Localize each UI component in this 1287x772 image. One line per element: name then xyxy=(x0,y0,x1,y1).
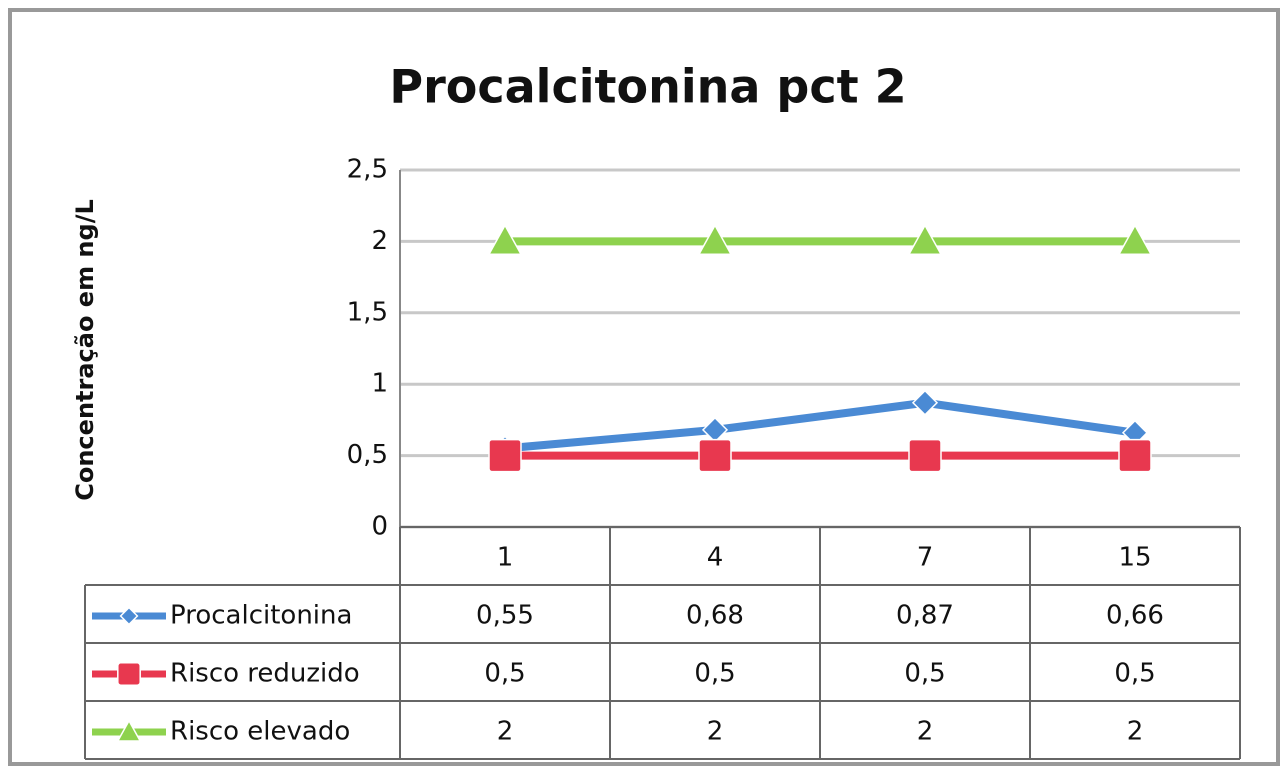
marker xyxy=(487,223,523,255)
table-value: 0,68 xyxy=(686,601,744,631)
x-tick-label: 7 xyxy=(917,543,934,573)
series-line xyxy=(504,398,1136,453)
y-axis-label: Concentração em ng/L xyxy=(71,199,99,501)
y-tick-label: 0 xyxy=(371,512,388,542)
marker xyxy=(119,606,139,626)
legend-label: Risco reduzido xyxy=(170,659,360,689)
y-tick-label: 0,5 xyxy=(347,440,388,470)
marker xyxy=(116,719,142,742)
y-tick-label: 2 xyxy=(371,226,388,256)
table-value: 0,5 xyxy=(1114,659,1155,689)
table-value: 0,66 xyxy=(1106,601,1164,631)
table-value: 2 xyxy=(707,717,724,747)
table-value: 0,55 xyxy=(476,601,534,631)
table-value: 0,5 xyxy=(484,659,525,689)
chart-title: Procalcitonina pct 2 xyxy=(389,60,906,114)
x-tick-label: 1 xyxy=(497,543,514,573)
table-value: 2 xyxy=(497,717,514,747)
table-value: 2 xyxy=(917,717,934,747)
marker xyxy=(911,389,939,416)
y-tick-label: 1 xyxy=(371,369,388,399)
chart-border xyxy=(8,8,1280,766)
marker xyxy=(697,223,733,255)
legend-label: Procalcitonina xyxy=(170,601,352,631)
x-tick-label: 4 xyxy=(707,543,724,573)
legend-label: Risco elevado xyxy=(170,717,350,747)
marker xyxy=(488,438,522,473)
y-tick-label: 2,5 xyxy=(347,155,388,185)
marker xyxy=(907,223,943,255)
table-value: 2 xyxy=(1127,717,1144,747)
table-value: 0,5 xyxy=(694,659,735,689)
marker xyxy=(698,438,732,473)
x-tick-label: 15 xyxy=(1118,543,1151,573)
marker xyxy=(1117,223,1153,255)
marker xyxy=(117,662,141,686)
table-value: 0,5 xyxy=(904,659,945,689)
y-tick-label: 1,5 xyxy=(347,297,388,327)
marker xyxy=(1118,438,1152,473)
marker xyxy=(908,438,942,473)
table-value: 0,87 xyxy=(896,601,954,631)
